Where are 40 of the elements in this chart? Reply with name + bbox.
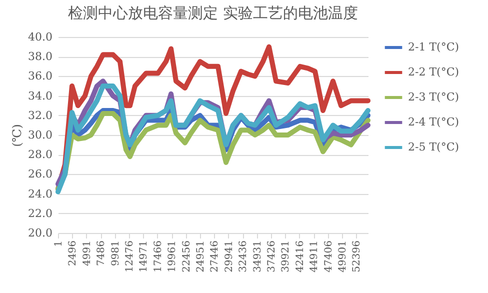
x-tick-label: 52396 (352, 240, 363, 272)
chart-title: 检测中心放电容量测定 实验工艺的电池温度 (68, 4, 358, 22)
y-tick-label: 34.0 (28, 89, 52, 102)
x-tick-label: 12476 (124, 240, 136, 272)
y-tick-label: 38.0 (28, 50, 52, 64)
y-tick-label: 22.0 (28, 206, 52, 220)
y-tick-label: 26.0 (28, 168, 52, 181)
x-tick-label: 17466 (152, 240, 164, 272)
x-tick-label: 22456 (181, 240, 192, 272)
x-tick-label: 24951 (196, 240, 207, 272)
y-tick-label: 24.0 (28, 187, 52, 200)
x-tick-label: 29941 (224, 240, 235, 272)
x-tick-label: 32436 (238, 240, 250, 272)
x-tick-label: 47406 (323, 240, 334, 272)
x-tick-label: 37426 (266, 240, 278, 272)
x-tick-label: 39921 (280, 240, 292, 272)
x-tick-label: 7486 (96, 240, 108, 266)
y-axis-title: (℃) (10, 124, 24, 147)
legend-label: 2-1 T(°C) (408, 40, 460, 54)
x-tick-label: 42416 (294, 240, 306, 272)
x-tick-label: 44911 (309, 240, 320, 272)
y-tick-label: 28.0 (28, 148, 52, 162)
legend-label: 2-4 T(°C) (408, 116, 460, 128)
y-tick-label: 32.0 (28, 108, 52, 122)
x-tick-label: 9981 (110, 240, 122, 266)
x-tick-label: 1 (54, 240, 64, 247)
x-tick-label: 14971 (138, 240, 150, 272)
y-tick-label: 30.0 (28, 128, 52, 142)
x-tick-label: 19961 (167, 240, 178, 272)
y-tick-label: 36.0 (28, 70, 52, 83)
y-tick-label: 20.0 (28, 226, 52, 240)
x-tick-label: 4991 (82, 240, 93, 266)
x-tick-label: 49901 (338, 240, 349, 272)
x-tick-label: 34931 (252, 240, 264, 272)
legend-label: 2-5 T(°C) (408, 140, 460, 154)
x-tick-label: 2496 (68, 240, 79, 266)
legend-label: 2-3 T(°C) (408, 90, 460, 104)
legend-label: 2-2 T(°C) (408, 66, 460, 78)
y-tick-label: 40.0 (28, 30, 52, 44)
x-tick-label: 27446 (210, 240, 221, 272)
